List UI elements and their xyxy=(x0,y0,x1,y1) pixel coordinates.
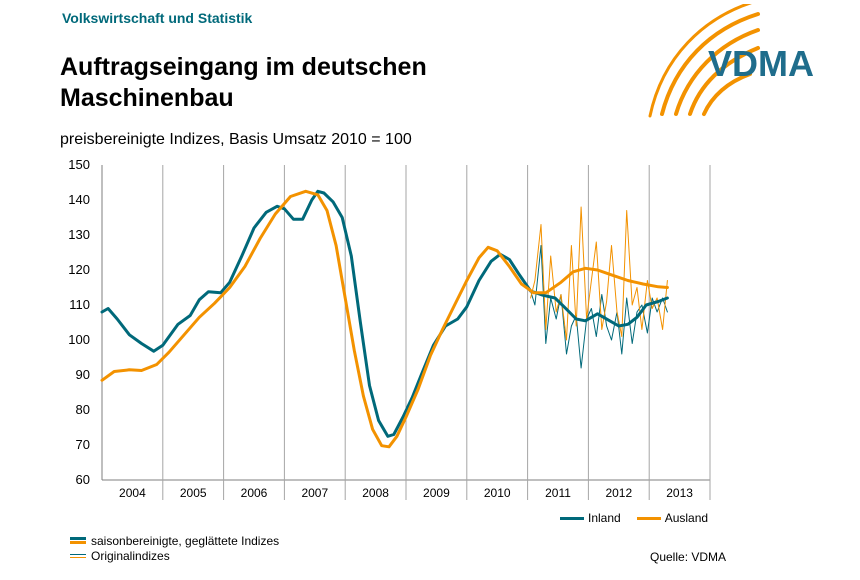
legend-item-inland: Inland xyxy=(560,511,621,525)
x-tick-label: 2009 xyxy=(423,486,450,500)
legend-label-original: Originalindizes xyxy=(91,548,170,563)
legend-label-inland: Inland xyxy=(588,511,621,525)
y-tick-label: 150 xyxy=(68,157,90,172)
x-tick-label: 2013 xyxy=(666,486,693,500)
y-tick-label: 140 xyxy=(68,192,90,207)
chart-title: Auftragseingang im deutschen Maschinenba… xyxy=(60,53,427,112)
legend-row-original: Originalindizes xyxy=(70,548,279,563)
x-tick-label: 2010 xyxy=(484,486,511,500)
y-tick-label: 130 xyxy=(68,227,90,242)
y-tick-label: 100 xyxy=(68,332,90,347)
chart-subtitle: preisbereinigte Indizes, Basis Umsatz 20… xyxy=(60,131,412,148)
series-line-ausland-original xyxy=(530,206,668,341)
y-tick-label: 70 xyxy=(76,437,90,452)
series-line-ausland-smoothed xyxy=(100,189,669,449)
legend-swatch-ausland xyxy=(636,516,661,520)
x-tick-label: 2008 xyxy=(362,486,389,500)
department-label: Volkswirtschaft und Statistik xyxy=(62,10,253,26)
x-tick-label: 2011 xyxy=(545,486,571,500)
series-line-inland-smoothed xyxy=(100,189,669,438)
legend-swatch-inland xyxy=(560,516,584,520)
source-note: Quelle: VDMA xyxy=(650,550,727,564)
series-legend: Inland Ausland xyxy=(560,511,724,525)
y-tick-label: 120 xyxy=(68,262,90,277)
logo-text: VDMA xyxy=(708,43,814,84)
x-tick-label: 2005 xyxy=(180,486,207,500)
y-tick-label: 90 xyxy=(76,367,90,382)
legend-label-ausland: Ausland xyxy=(664,511,709,525)
index-type-legend: saisonbereinigte, geglättete Indizes Ori… xyxy=(70,533,279,563)
y-tick-label: 60 xyxy=(76,472,90,487)
x-tick-label: 2007 xyxy=(301,486,328,500)
legend-row-smoothed: saisonbereinigte, geglättete Indizes xyxy=(70,533,279,548)
y-tick-label: 110 xyxy=(69,297,90,312)
legend-swatch-smoothed xyxy=(70,536,86,546)
vdma-logo: VDMA xyxy=(648,4,814,118)
x-tick-label: 2004 xyxy=(119,486,146,500)
x-tick-label: 2006 xyxy=(241,486,268,500)
x-tick-label: 2012 xyxy=(605,486,632,500)
legend-item-ausland: Ausland xyxy=(636,511,709,525)
y-tick-label: 80 xyxy=(76,402,90,417)
legend-swatch-original xyxy=(70,551,86,561)
legend-label-smoothed: saisonbereinigte, geglättete Indizes xyxy=(91,533,280,548)
